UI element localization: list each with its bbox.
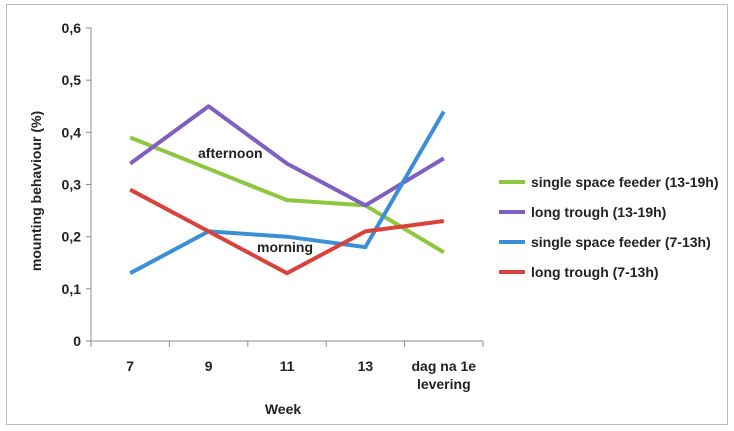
legend: single space feeder (13-19h) long trough … [499,174,719,280]
y-axis-title: mounting behaviour (%) [28,111,44,271]
x-tick-label: 9 [205,358,213,374]
mounting-behaviour-line-chart: 0 0,1 0,2 0,3 0,4 0,5 0,6 7 9 11 13 dag na 1e leveri… [28,20,719,417]
x-tick-label: 13 [358,358,374,374]
y-tick-label: 0 [73,333,81,349]
y-tick-label: 0,6 [62,20,82,36]
y-tick-label: 0,4 [62,124,82,140]
legend-label: long trough (13-19h) [531,204,666,220]
legend-label: long trough (7-13h) [531,264,659,280]
x-axis-title: Week [265,401,302,417]
axes: 0 0,1 0,2 0,3 0,4 0,5 0,6 7 9 11 13 dag na 1e leveri… [62,20,484,392]
x-tick-label: 11 [280,358,295,374]
y-tick-label: 0,3 [62,177,82,193]
y-tick-label: 0,1 [62,281,82,297]
y-tick-label: 0,5 [62,72,82,88]
x-tick-label: 7 [126,358,134,374]
x-tick-label: dag na 1e levering [412,358,477,392]
annotations: afternoon morning [198,145,313,255]
y-tick-label: 0,2 [62,229,82,245]
annotation-afternoon: afternoon [198,145,263,161]
chart-frame: 0 0,1 0,2 0,3 0,4 0,5 0,6 7 9 11 13 dag na 1e leveri… [6,4,728,425]
series-line-4 [129,187,445,276]
series-lines [129,104,446,276]
legend-label: single space feeder (7-13h) [531,234,711,250]
legend-label: single space feeder (13-19h) [531,174,719,190]
annotation-morning: morning [257,239,313,255]
